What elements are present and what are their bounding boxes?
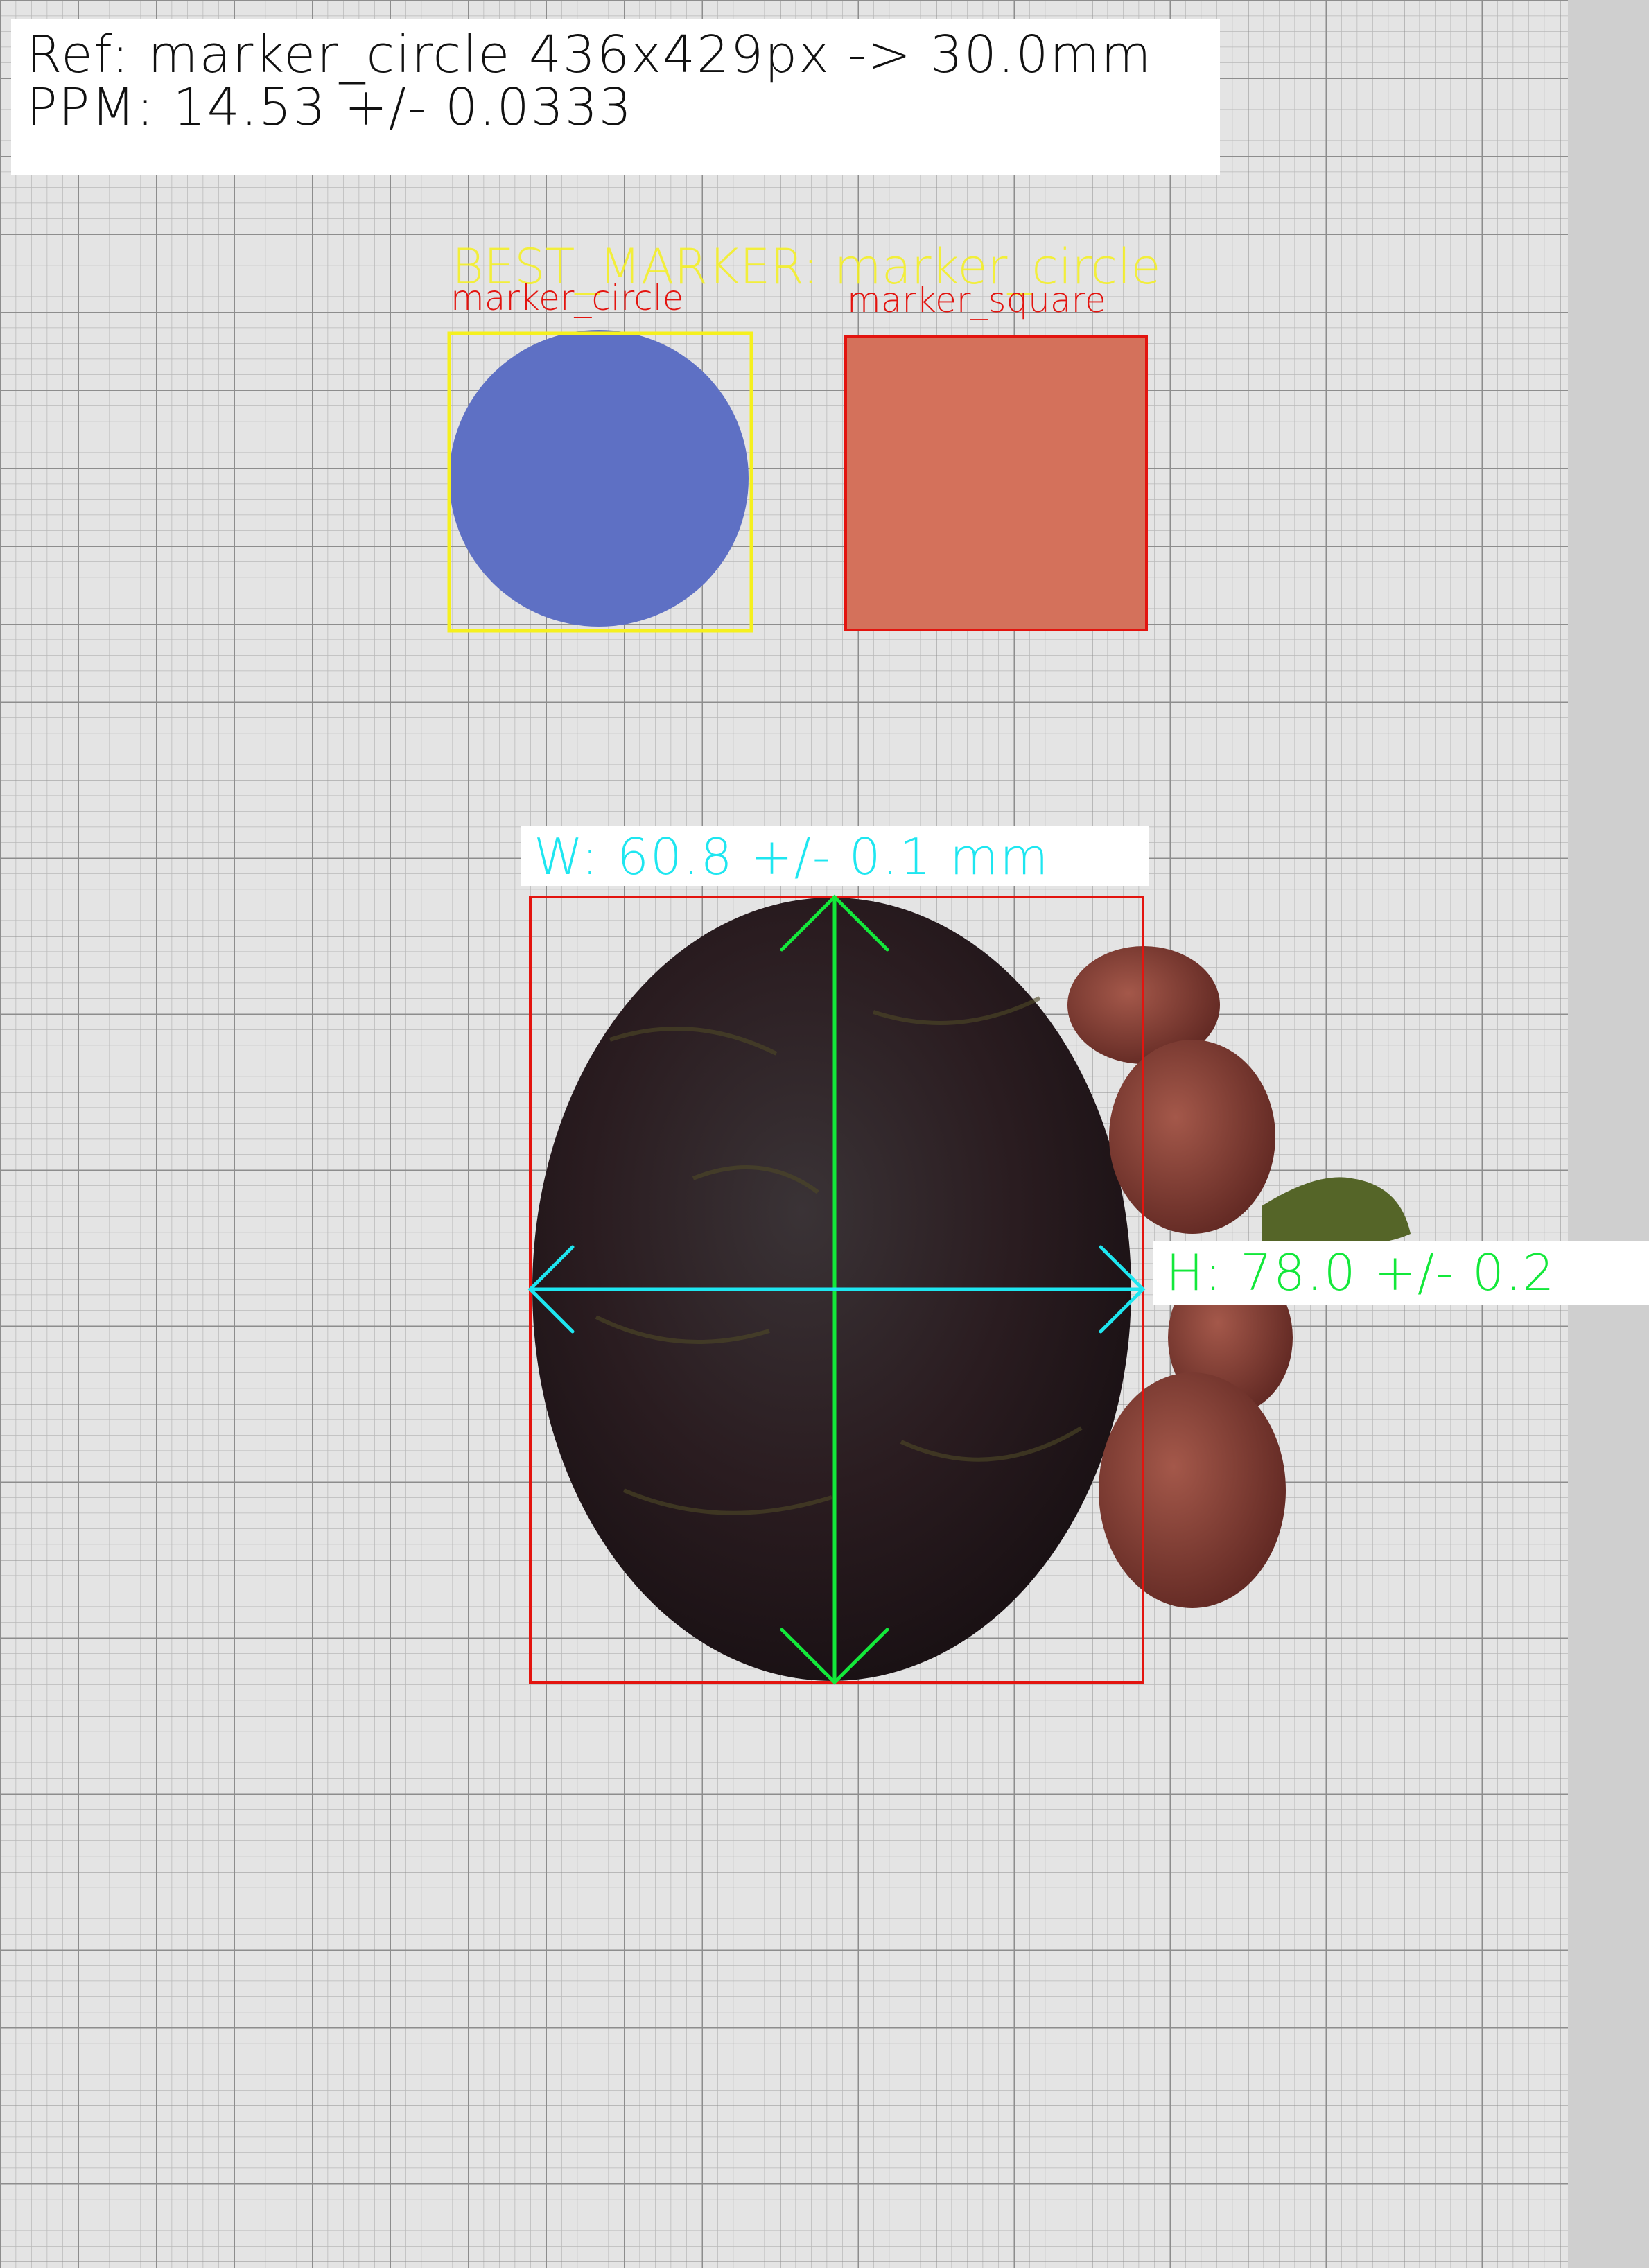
calyx-sepal-lower [1099,1372,1286,1608]
calyx-sepal-upper [1109,1040,1275,1234]
marker-square [847,338,1145,629]
best-marker-label: BEST_MARKER: marker_circle [452,238,1161,295]
marker-circle-label: marker_circle [451,278,684,318]
ppm-line: PPM: 14.53 +/- 0.0333 [26,78,634,137]
height-measurement-label: H: 78.0 +/- 0.2 [1166,1244,1556,1302]
fruit-stem [1262,1177,1411,1248]
paper-edge-shadow [1568,0,1649,2268]
marker-square-label: marker_square [847,280,1106,320]
marker-square-bbox [844,335,1148,631]
marker-circle-bbox [447,331,753,633]
width-label-box [521,826,1149,886]
reference-line: Ref: marker_circle 436x429px -> 30.0mm [26,25,1153,85]
fruit-streaks [595,996,1083,1515]
marker-circle [449,330,749,627]
width-measurement-label: W: 60.8 +/- 0.1 mm [534,828,1050,886]
width-arrow [527,1245,1146,1334]
height-label-box [1153,1241,1649,1305]
reference-info-panel [11,19,1220,175]
